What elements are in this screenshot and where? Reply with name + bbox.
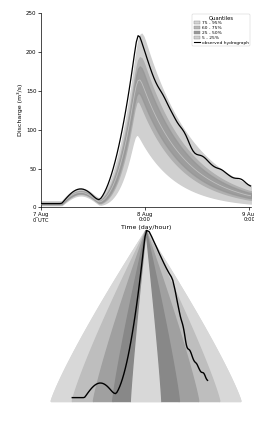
X-axis label: Time (day/hour): Time (day/hour) bbox=[121, 225, 171, 229]
Y-axis label: Discharge (m³/s): Discharge (m³/s) bbox=[17, 84, 23, 137]
Polygon shape bbox=[130, 230, 162, 401]
Polygon shape bbox=[146, 230, 220, 401]
Legend: 75 - 95%, 60 - 75%, 25 - 50%, 5 - 25%, observed hydrograph: 75 - 95%, 60 - 75%, 25 - 50%, 5 - 25%, o… bbox=[193, 14, 250, 46]
Polygon shape bbox=[146, 230, 179, 401]
Polygon shape bbox=[146, 230, 241, 401]
Polygon shape bbox=[93, 230, 146, 401]
Polygon shape bbox=[72, 230, 146, 401]
Polygon shape bbox=[51, 230, 241, 401]
Polygon shape bbox=[51, 230, 146, 401]
Polygon shape bbox=[146, 230, 199, 401]
Polygon shape bbox=[113, 230, 146, 401]
